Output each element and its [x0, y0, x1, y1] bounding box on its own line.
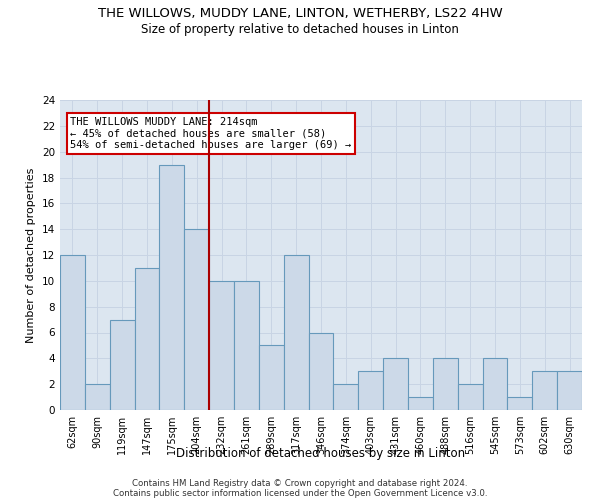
Y-axis label: Number of detached properties: Number of detached properties [26, 168, 37, 342]
Bar [308, 332, 334, 410]
Text: Contains HM Land Registry data © Crown copyright and database right 2024.: Contains HM Land Registry data © Crown c… [132, 478, 468, 488]
Bar [234, 281, 259, 410]
Bar [358, 371, 383, 410]
Text: Size of property relative to detached houses in Linton: Size of property relative to detached ho… [141, 22, 459, 36]
Text: Distribution of detached houses by size in Linton: Distribution of detached houses by size … [176, 448, 466, 460]
Bar [134, 268, 160, 410]
Bar [284, 255, 308, 410]
Bar [458, 384, 482, 410]
Bar [110, 320, 134, 410]
Bar [160, 164, 184, 410]
Bar [60, 255, 85, 410]
Bar [85, 384, 110, 410]
Text: Contains public sector information licensed under the Open Government Licence v3: Contains public sector information licen… [113, 488, 487, 498]
Text: THE WILLOWS, MUDDY LANE, LINTON, WETHERBY, LS22 4HW: THE WILLOWS, MUDDY LANE, LINTON, WETHERB… [98, 8, 502, 20]
Bar [184, 229, 209, 410]
Bar [408, 397, 433, 410]
Bar [209, 281, 234, 410]
Bar [557, 371, 582, 410]
Bar [433, 358, 458, 410]
Bar [508, 397, 532, 410]
Bar [259, 346, 284, 410]
Text: THE WILLOWS MUDDY LANE: 214sqm
← 45% of detached houses are smaller (58)
54% of : THE WILLOWS MUDDY LANE: 214sqm ← 45% of … [70, 117, 352, 150]
Bar [482, 358, 508, 410]
Bar [532, 371, 557, 410]
Bar [334, 384, 358, 410]
Bar [383, 358, 408, 410]
